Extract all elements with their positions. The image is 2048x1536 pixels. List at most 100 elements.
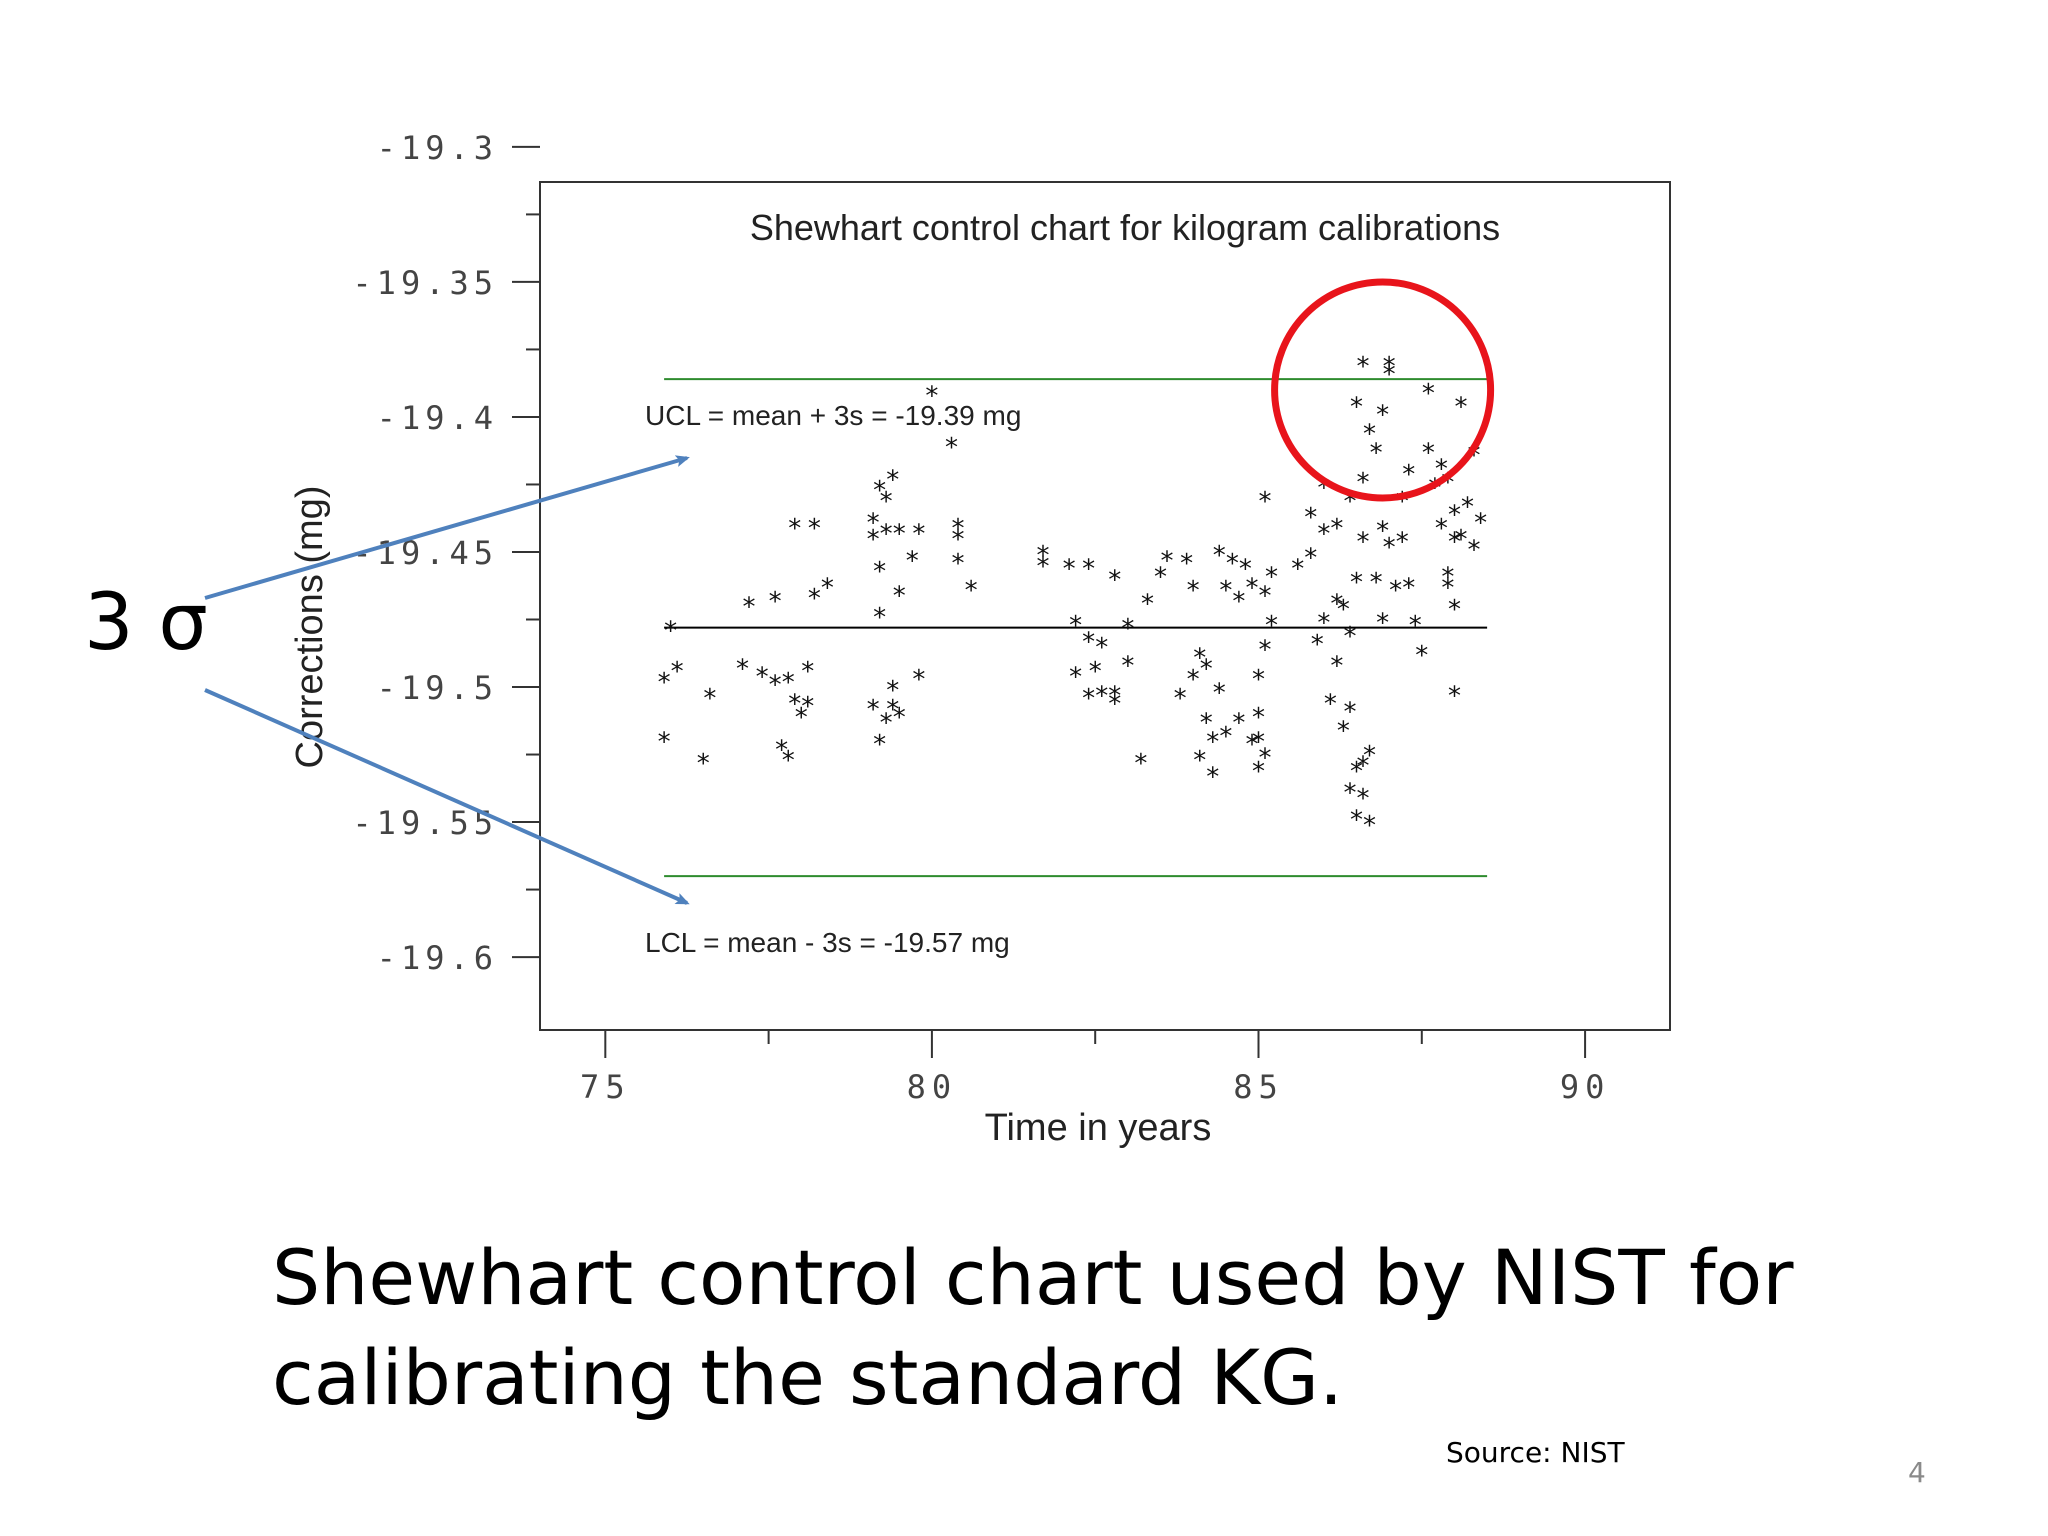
data-point: * bbox=[703, 684, 716, 714]
data-point: * bbox=[1461, 492, 1474, 522]
data-point: * bbox=[1304, 544, 1317, 574]
data-point: * bbox=[952, 549, 965, 579]
data-point: * bbox=[1330, 652, 1343, 682]
data-point: * bbox=[1454, 392, 1467, 422]
data-point: * bbox=[886, 695, 899, 725]
data-point: * bbox=[1343, 698, 1356, 728]
data-point: * bbox=[1232, 587, 1245, 617]
data-point: * bbox=[1193, 644, 1206, 674]
data-point: * bbox=[795, 703, 808, 733]
data-point: * bbox=[1396, 527, 1409, 557]
data-point: * bbox=[1121, 652, 1134, 682]
data-point: * bbox=[1174, 684, 1187, 714]
data-point: * bbox=[1363, 419, 1376, 449]
data-point: * bbox=[1383, 360, 1396, 390]
data-point: * bbox=[1089, 657, 1102, 687]
data-point: * bbox=[671, 657, 684, 687]
data-point: * bbox=[1343, 779, 1356, 809]
data-point: * bbox=[893, 703, 906, 733]
data-point: * bbox=[1376, 517, 1389, 547]
data-point: * bbox=[788, 514, 801, 544]
data-point: * bbox=[1311, 630, 1324, 660]
data-point: * bbox=[965, 576, 978, 606]
data-point: * bbox=[1448, 681, 1461, 711]
data-point: * bbox=[1036, 541, 1049, 571]
data-point: * bbox=[873, 557, 886, 587]
data-points: ** ***** ** * ******* ** ************ ****** ***… bbox=[658, 352, 1487, 841]
data-point: * bbox=[1259, 636, 1272, 666]
y-tick-label: -19.35 bbox=[352, 264, 498, 302]
ucl-label: UCL = mean + 3s = -19.39 mg bbox=[645, 400, 1021, 431]
data-point: * bbox=[1357, 352, 1370, 382]
data-point: * bbox=[1376, 401, 1389, 431]
data-point: * bbox=[1448, 500, 1461, 530]
data-point: * bbox=[1350, 757, 1363, 787]
data-point: * bbox=[1402, 460, 1415, 490]
data-point: * bbox=[1265, 563, 1278, 593]
data-point: * bbox=[873, 730, 886, 760]
x-axis: 75 80 85 90 bbox=[540, 1029, 1670, 1106]
data-point: * bbox=[788, 690, 801, 720]
data-point: * bbox=[1350, 392, 1363, 422]
data-point: * bbox=[1134, 749, 1147, 779]
data-point: * bbox=[1213, 541, 1226, 571]
data-point: * bbox=[945, 433, 958, 463]
x-tick-label: 85 bbox=[1233, 1068, 1284, 1106]
data-point: * bbox=[658, 668, 671, 698]
data-point: * bbox=[1435, 514, 1448, 544]
data-point: * bbox=[1330, 514, 1343, 544]
data-point: * bbox=[1082, 554, 1095, 584]
data-point: * bbox=[1082, 627, 1095, 657]
data-point: * bbox=[1357, 784, 1370, 814]
x-tick-label: 80 bbox=[907, 1068, 958, 1106]
data-point: * bbox=[1343, 622, 1356, 652]
data-point: * bbox=[1383, 352, 1396, 382]
y-axis-label: Corrections (mg) bbox=[289, 486, 331, 769]
data-point: * bbox=[1187, 576, 1200, 606]
data-point: * bbox=[1317, 519, 1330, 549]
data-point: * bbox=[867, 509, 880, 539]
data-point: * bbox=[769, 587, 782, 617]
y-tick-label: -19.5 bbox=[377, 669, 498, 707]
data-point: * bbox=[1357, 468, 1370, 498]
data-point: * bbox=[886, 676, 899, 706]
data-point: * bbox=[1245, 573, 1258, 603]
y-tick-label: -19.6 bbox=[377, 939, 498, 977]
data-point: * bbox=[1121, 614, 1134, 644]
data-point: * bbox=[1252, 703, 1265, 733]
data-point: * bbox=[1108, 565, 1121, 595]
data-point: * bbox=[1291, 554, 1304, 584]
data-point: * bbox=[952, 525, 965, 555]
data-point: * bbox=[1252, 727, 1265, 757]
data-point: * bbox=[1154, 563, 1167, 593]
data-point: * bbox=[808, 514, 821, 544]
data-point: * bbox=[873, 476, 886, 506]
data-point: * bbox=[1206, 727, 1219, 757]
data-point: * bbox=[1350, 806, 1363, 836]
data-point: * bbox=[1441, 563, 1454, 593]
data-point: * bbox=[1370, 438, 1383, 468]
data-point: * bbox=[1219, 722, 1232, 752]
data-point: * bbox=[1259, 487, 1272, 517]
x-tick-label: 90 bbox=[1560, 1068, 1611, 1106]
data-point: * bbox=[1082, 684, 1095, 714]
data-point: * bbox=[1363, 741, 1376, 771]
data-point: * bbox=[1187, 665, 1200, 695]
data-point: * bbox=[1474, 509, 1487, 539]
source-note: Source: NIST bbox=[1446, 1436, 1625, 1469]
data-point: * bbox=[1252, 665, 1265, 695]
data-point: * bbox=[1095, 633, 1108, 663]
data-point: * bbox=[1337, 595, 1350, 625]
data-point: * bbox=[801, 692, 814, 722]
data-point: * bbox=[1422, 438, 1435, 468]
data-point: * bbox=[697, 749, 710, 779]
data-point: * bbox=[925, 382, 938, 412]
data-point: * bbox=[801, 657, 814, 687]
data-point: * bbox=[893, 519, 906, 549]
data-point: * bbox=[1330, 590, 1343, 620]
data-point: * bbox=[1468, 536, 1481, 566]
data-point: * bbox=[880, 487, 893, 517]
data-point: * bbox=[886, 465, 899, 495]
data-point: * bbox=[1370, 568, 1383, 598]
